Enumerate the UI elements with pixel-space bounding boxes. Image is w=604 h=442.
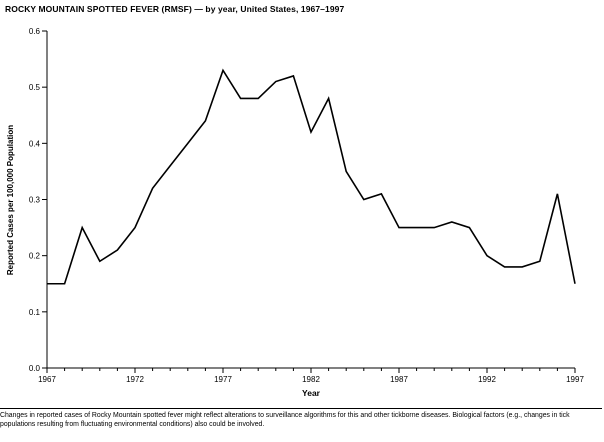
y-tick-label: 0.4 <box>29 139 41 148</box>
x-tick-label: 1992 <box>478 375 496 384</box>
y-tick-label: 0.3 <box>29 196 41 205</box>
y-tick-label: 0.6 <box>29 27 41 36</box>
x-tick-label: 1987 <box>390 375 408 384</box>
x-tick-label: 1982 <box>302 375 320 384</box>
x-tick-label: 1967 <box>38 375 56 384</box>
x-tick-label: 1972 <box>126 375 144 384</box>
y-tick-label: 0.5 <box>29 83 41 92</box>
x-axis-label: Year <box>302 388 320 398</box>
y-tick-label: 0.0 <box>29 364 41 373</box>
chart-footnote: Changes in reported cases of Rocky Mount… <box>0 408 602 430</box>
y-tick-label: 0.1 <box>29 308 41 317</box>
x-tick-label: 1977 <box>214 375 232 384</box>
y-axis-label: Reported Cases per 100,000 Population <box>6 124 15 276</box>
chart-title: ROCKY MOUNTAIN SPOTTED FEVER (RMSF) — by… <box>5 4 345 14</box>
y-tick-label: 0.2 <box>29 252 41 261</box>
data-line <box>47 68 576 285</box>
x-tick-label: 1997 <box>566 375 584 384</box>
